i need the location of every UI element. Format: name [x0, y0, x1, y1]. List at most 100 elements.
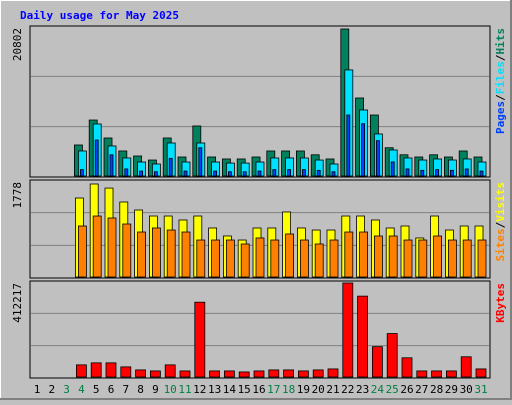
- bar: [475, 368, 487, 378]
- bar: [403, 239, 413, 278]
- x-tick-label: 23: [356, 383, 369, 396]
- bar: [435, 169, 440, 177]
- legend: KBytes: [494, 283, 507, 323]
- bar: [179, 370, 191, 378]
- bar: [445, 370, 457, 378]
- bar: [375, 140, 380, 177]
- bar: [78, 225, 87, 278]
- bar: [90, 362, 102, 378]
- y-tick-label: 412217: [11, 283, 24, 323]
- bar: [168, 157, 173, 177]
- bar: [283, 369, 295, 378]
- legend-entry: Sites: [494, 228, 507, 261]
- bar: [431, 370, 443, 378]
- x-tick-label: 2: [48, 383, 55, 396]
- bar: [80, 169, 84, 177]
- x-tick-label: 21: [326, 383, 339, 396]
- x-tick-label: 13: [208, 383, 221, 396]
- bar: [122, 223, 132, 278]
- bar: [312, 369, 324, 378]
- bar: [327, 368, 339, 378]
- x-tick-label: 27: [415, 383, 428, 396]
- x-tick-label: 22: [341, 383, 354, 396]
- x-tick-label: 30: [460, 383, 473, 396]
- y-tick-label: 20802: [11, 28, 24, 61]
- bar: [359, 231, 369, 278]
- x-tick-label: 7: [122, 383, 129, 396]
- bar: [166, 229, 176, 278]
- x-tick-label: 20: [312, 383, 325, 396]
- bar: [270, 239, 280, 278]
- x-tick-label: 29: [445, 383, 458, 396]
- bar: [460, 356, 472, 378]
- bar: [225, 239, 235, 278]
- bar: [386, 333, 398, 378]
- legend-separator: /: [494, 54, 507, 61]
- x-tick-label: 10: [164, 383, 177, 396]
- x-tick-label: 15: [238, 383, 251, 396]
- bar: [242, 171, 247, 177]
- chart-title: Daily usage for May 2025: [20, 9, 179, 22]
- x-tick-label: 11: [178, 383, 191, 396]
- bar: [257, 170, 262, 177]
- legend: Sites/Visits: [494, 182, 507, 262]
- legend-separator: /: [494, 221, 507, 228]
- bar: [94, 139, 99, 177]
- bar: [477, 239, 487, 278]
- bar: [139, 170, 144, 177]
- x-tick-label: 19: [297, 383, 310, 396]
- bar: [109, 154, 114, 177]
- bar: [433, 235, 443, 278]
- bar: [149, 370, 161, 378]
- bar: [198, 147, 203, 177]
- bar: [371, 346, 383, 378]
- x-tick-label: 4: [78, 383, 85, 396]
- x-tick-label: 14: [223, 383, 237, 396]
- bar: [420, 169, 425, 177]
- bar: [299, 239, 309, 278]
- bar: [255, 237, 265, 278]
- bar: [253, 370, 265, 378]
- bar: [213, 170, 218, 177]
- bar: [272, 169, 277, 177]
- bar: [390, 161, 395, 177]
- bar: [316, 169, 321, 177]
- bar: [137, 231, 147, 278]
- legend: Pages/Files/Hits: [494, 28, 507, 134]
- legend-entry: Visits: [494, 182, 507, 222]
- x-tick-label: 8: [137, 383, 144, 396]
- x-tick-label: 5: [93, 383, 100, 396]
- bar: [346, 114, 351, 177]
- bar: [462, 239, 472, 278]
- bar: [342, 282, 354, 378]
- bar: [107, 217, 117, 278]
- bar: [449, 169, 454, 177]
- bar: [181, 231, 191, 278]
- bar: [238, 371, 250, 378]
- x-tick-label: 24: [371, 383, 385, 396]
- bar: [285, 233, 295, 278]
- bar: [447, 239, 457, 278]
- bar: [209, 370, 221, 378]
- x-tick-label: 18: [282, 383, 295, 396]
- bar: [153, 171, 158, 177]
- panel: [29, 280, 491, 379]
- bar: [124, 168, 129, 177]
- bar: [357, 295, 369, 378]
- y-tick-label: 1778: [11, 182, 24, 209]
- bar: [240, 243, 250, 278]
- bar: [227, 171, 232, 177]
- bar: [361, 123, 366, 177]
- bar: [92, 215, 102, 278]
- bar: [331, 171, 336, 177]
- x-tick-label: 25: [386, 383, 399, 396]
- bar: [405, 168, 410, 177]
- legend-separator: /: [494, 94, 507, 101]
- bar: [105, 362, 117, 378]
- legend-entry: Pages: [494, 101, 507, 134]
- bar: [344, 231, 354, 278]
- x-tick-label: 9: [152, 383, 159, 396]
- bar: [287, 169, 292, 177]
